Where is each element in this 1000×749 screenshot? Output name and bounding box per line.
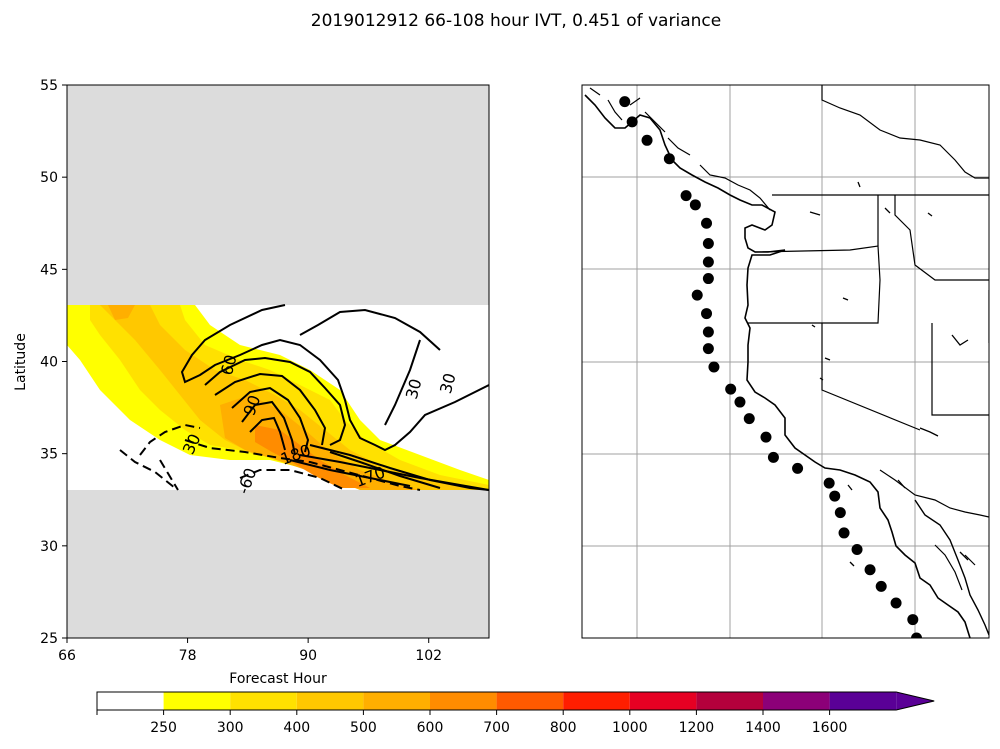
- colorbar-tick-label: 700: [483, 720, 510, 736]
- colorbar-segment: [296, 692, 364, 710]
- station-point: [708, 361, 720, 373]
- contour-label: 30: [402, 377, 426, 402]
- y-tick-label: 55: [40, 78, 58, 94]
- ivt-negative-contours: [119, 423, 421, 491]
- colorbar-segment: [629, 692, 697, 710]
- station-point: [792, 462, 804, 474]
- colorbar-tick-label: 600: [417, 720, 444, 736]
- masked-region-south: [67, 490, 489, 638]
- station-point: [829, 490, 841, 502]
- station-point: [680, 190, 692, 202]
- colorbar-segment: [163, 692, 231, 710]
- colorbar-outline: [96, 691, 935, 711]
- colorbar-tick-label: 1600: [812, 720, 848, 736]
- ivt-filled-contours: [67, 305, 489, 490]
- contour-label: 30: [436, 371, 460, 396]
- station-point: [691, 289, 703, 301]
- station-point: [760, 431, 772, 443]
- colorbar-segment: [430, 692, 497, 710]
- colorbar-segment: [696, 692, 763, 710]
- coastline-north: [589, 87, 771, 211]
- colorbar-tick-label: 1000: [612, 720, 648, 736]
- ivt-line-contours: [180, 304, 489, 491]
- station-point: [911, 632, 923, 638]
- station-point: [725, 383, 737, 395]
- colorbar-tick-label: 800: [550, 720, 577, 736]
- colorbar-segment: [829, 692, 897, 710]
- station-point: [851, 544, 863, 556]
- station-point: [834, 507, 846, 519]
- station-point: [641, 134, 653, 146]
- station-points: [619, 96, 923, 638]
- colorbar-tick-label: 250: [150, 720, 177, 736]
- station-point: [743, 413, 755, 425]
- y-tick-label: 40: [40, 355, 58, 371]
- station-point: [702, 343, 714, 355]
- station-point: [701, 217, 713, 229]
- y-tick-label: 25: [40, 631, 58, 647]
- station-point: [864, 564, 876, 576]
- baja-coast: [914, 499, 989, 636]
- station-point: [823, 477, 835, 489]
- station-point: [907, 614, 919, 626]
- y-tick-label: 30: [40, 539, 58, 555]
- figure-title: 2019012912 66-108 hour IVT, 0.451 of var…: [311, 11, 721, 31]
- map-panel: [581, 84, 990, 639]
- y-tick-label: 45: [40, 262, 58, 278]
- state-borders: [748, 85, 989, 518]
- station-point: [890, 597, 902, 609]
- x-tick-label: 102: [415, 648, 442, 664]
- station-point: [702, 238, 714, 250]
- x-tick-label: 78: [179, 648, 197, 664]
- station-point: [767, 451, 779, 463]
- colorbar-extend: [896, 692, 935, 710]
- y-axis-label: Latitude: [13, 333, 29, 391]
- x-tick-label: 66: [58, 648, 76, 664]
- colorbar-tick-label: 1200: [679, 720, 715, 736]
- station-point: [702, 326, 714, 338]
- contour-label: 60: [217, 353, 241, 378]
- colorbar-tick-label: 300: [217, 720, 244, 736]
- station-point: [689, 199, 701, 211]
- station-point: [702, 256, 714, 268]
- colorbar-segment: [563, 692, 630, 710]
- station-point: [838, 527, 850, 539]
- y-tick-label: 50: [40, 170, 58, 186]
- lakes: [809, 181, 969, 567]
- left-axis-ticks: 66 78 90 102 25 30 35 40 45 50 55: [40, 78, 442, 664]
- coastline: [584, 94, 971, 638]
- colorbar-segment: [496, 692, 564, 710]
- colorbar-segment: [230, 692, 297, 710]
- map-frame: [581, 84, 990, 639]
- colorbar-tick-label: 400: [283, 720, 310, 736]
- station-point: [626, 116, 638, 128]
- masked-region-north: [67, 85, 489, 305]
- y-tick-label: 35: [40, 447, 58, 463]
- x-axis-label: Forecast Hour: [229, 671, 327, 687]
- colorbar: 250 300 400 500 600 700 800 1000 1200 1400 1600: [96, 691, 935, 736]
- colorbar-segment: [363, 692, 430, 710]
- station-point: [875, 580, 887, 592]
- station-point: [663, 153, 675, 165]
- x-tick-label: 90: [299, 648, 317, 664]
- station-point: [734, 396, 746, 408]
- colorbar-tick-label: 500: [350, 720, 377, 736]
- station-point: [702, 273, 714, 285]
- colorbar-tick-label: 1400: [745, 720, 781, 736]
- station-point: [619, 96, 631, 108]
- map-gridlines: [582, 85, 989, 638]
- station-point: [701, 308, 713, 320]
- colorbar-segment: [97, 692, 164, 710]
- colorbar-segment: [763, 692, 830, 710]
